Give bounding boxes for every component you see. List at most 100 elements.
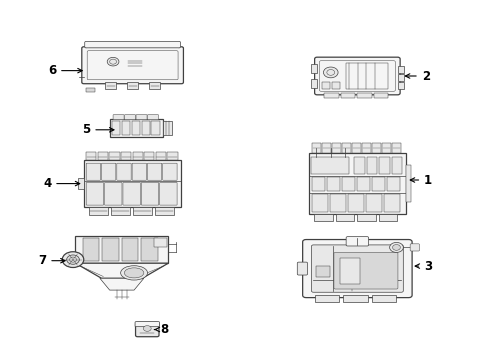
FancyBboxPatch shape: [154, 238, 167, 247]
FancyBboxPatch shape: [343, 177, 355, 191]
FancyBboxPatch shape: [133, 152, 143, 160]
FancyBboxPatch shape: [311, 64, 317, 73]
FancyBboxPatch shape: [315, 214, 333, 221]
FancyBboxPatch shape: [322, 82, 330, 89]
FancyBboxPatch shape: [163, 163, 177, 180]
FancyBboxPatch shape: [149, 82, 160, 89]
FancyBboxPatch shape: [374, 93, 389, 98]
FancyBboxPatch shape: [340, 258, 360, 284]
FancyBboxPatch shape: [410, 244, 419, 251]
FancyBboxPatch shape: [86, 183, 103, 205]
Circle shape: [323, 67, 338, 78]
FancyBboxPatch shape: [313, 177, 325, 191]
FancyBboxPatch shape: [85, 41, 180, 48]
FancyBboxPatch shape: [121, 152, 131, 160]
FancyBboxPatch shape: [312, 245, 403, 292]
FancyBboxPatch shape: [311, 79, 317, 87]
FancyBboxPatch shape: [84, 160, 181, 207]
FancyBboxPatch shape: [327, 177, 341, 191]
Text: 2: 2: [405, 69, 430, 82]
FancyBboxPatch shape: [346, 237, 368, 246]
FancyBboxPatch shape: [371, 295, 396, 302]
FancyBboxPatch shape: [343, 143, 351, 153]
Text: 7: 7: [38, 254, 65, 267]
Circle shape: [107, 57, 119, 66]
FancyBboxPatch shape: [147, 163, 162, 180]
Circle shape: [67, 255, 79, 264]
FancyBboxPatch shape: [86, 163, 100, 180]
Text: 3: 3: [415, 260, 432, 273]
FancyBboxPatch shape: [398, 67, 404, 73]
FancyBboxPatch shape: [313, 143, 321, 153]
FancyBboxPatch shape: [367, 194, 382, 212]
FancyBboxPatch shape: [156, 152, 166, 160]
FancyBboxPatch shape: [303, 239, 412, 298]
Circle shape: [390, 242, 403, 252]
FancyBboxPatch shape: [324, 93, 339, 98]
FancyBboxPatch shape: [392, 157, 402, 175]
Text: 4: 4: [43, 177, 80, 190]
FancyBboxPatch shape: [122, 238, 139, 261]
Polygon shape: [75, 263, 168, 278]
FancyBboxPatch shape: [332, 82, 340, 89]
Polygon shape: [100, 278, 144, 290]
FancyBboxPatch shape: [313, 194, 328, 212]
FancyBboxPatch shape: [379, 157, 390, 175]
FancyBboxPatch shape: [334, 252, 398, 289]
FancyBboxPatch shape: [315, 57, 400, 95]
FancyBboxPatch shape: [384, 194, 400, 212]
FancyBboxPatch shape: [132, 163, 147, 180]
FancyBboxPatch shape: [367, 157, 377, 175]
FancyBboxPatch shape: [382, 143, 391, 153]
FancyBboxPatch shape: [357, 177, 370, 191]
FancyBboxPatch shape: [406, 165, 411, 202]
FancyBboxPatch shape: [98, 152, 108, 160]
FancyBboxPatch shape: [117, 163, 131, 180]
FancyBboxPatch shape: [123, 183, 140, 205]
FancyBboxPatch shape: [78, 178, 84, 189]
FancyBboxPatch shape: [86, 88, 95, 92]
FancyBboxPatch shape: [144, 152, 154, 160]
FancyBboxPatch shape: [142, 121, 150, 135]
FancyBboxPatch shape: [113, 115, 124, 120]
FancyBboxPatch shape: [357, 214, 376, 221]
Circle shape: [392, 244, 400, 250]
FancyBboxPatch shape: [316, 266, 330, 277]
FancyBboxPatch shape: [112, 121, 120, 135]
FancyBboxPatch shape: [102, 238, 119, 261]
FancyBboxPatch shape: [398, 82, 404, 89]
Circle shape: [70, 257, 76, 262]
FancyBboxPatch shape: [341, 93, 355, 98]
FancyBboxPatch shape: [122, 121, 130, 135]
FancyBboxPatch shape: [372, 177, 386, 191]
FancyBboxPatch shape: [312, 157, 348, 175]
FancyBboxPatch shape: [133, 207, 152, 215]
FancyBboxPatch shape: [135, 321, 159, 327]
FancyBboxPatch shape: [163, 121, 172, 135]
FancyBboxPatch shape: [151, 121, 160, 135]
FancyBboxPatch shape: [104, 183, 122, 205]
FancyBboxPatch shape: [322, 143, 331, 153]
FancyBboxPatch shape: [142, 238, 158, 261]
FancyBboxPatch shape: [348, 194, 364, 212]
FancyBboxPatch shape: [75, 236, 168, 263]
FancyBboxPatch shape: [398, 75, 404, 81]
FancyBboxPatch shape: [136, 322, 159, 337]
FancyBboxPatch shape: [352, 143, 361, 153]
Circle shape: [144, 325, 151, 331]
FancyBboxPatch shape: [330, 194, 346, 212]
FancyBboxPatch shape: [141, 183, 159, 205]
FancyBboxPatch shape: [101, 163, 116, 180]
FancyBboxPatch shape: [147, 115, 159, 120]
FancyBboxPatch shape: [168, 152, 177, 160]
FancyBboxPatch shape: [131, 121, 140, 135]
FancyBboxPatch shape: [372, 143, 381, 153]
FancyBboxPatch shape: [332, 143, 341, 153]
FancyBboxPatch shape: [357, 93, 372, 98]
FancyBboxPatch shape: [309, 153, 406, 214]
FancyBboxPatch shape: [136, 115, 147, 120]
Text: 5: 5: [82, 123, 114, 136]
FancyBboxPatch shape: [109, 152, 120, 160]
FancyBboxPatch shape: [110, 120, 163, 136]
FancyBboxPatch shape: [82, 47, 183, 84]
